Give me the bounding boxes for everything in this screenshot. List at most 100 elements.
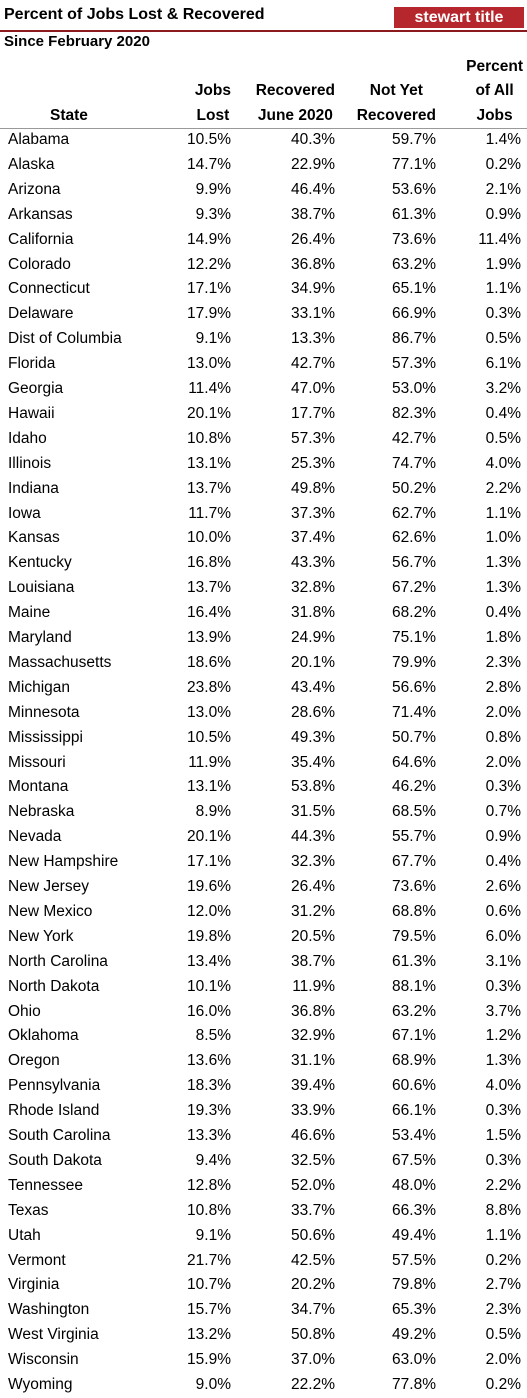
cell-value: 77.1% xyxy=(392,155,436,173)
cell-value: 79.8% xyxy=(392,1276,436,1294)
cell-value: 49.2% xyxy=(392,1326,436,1344)
state-name: Colorado xyxy=(8,255,71,273)
cell-value: 0.6% xyxy=(485,902,521,920)
cell-value: 1.1% xyxy=(485,504,521,522)
cell-value: 11.4% xyxy=(188,380,231,397)
cell-value: 40.3% xyxy=(291,131,335,148)
cell-value: 32.5% xyxy=(291,1151,335,1169)
state-name: North Dakota xyxy=(8,977,100,995)
cell-value: 0.5% xyxy=(485,1326,521,1344)
cell-value: 4.0% xyxy=(485,454,521,472)
cell-value: 31.5% xyxy=(291,803,335,821)
cell-value: 0.7% xyxy=(485,803,521,821)
cell-value: 20.2% xyxy=(291,1276,335,1294)
cell-value: 0.5% xyxy=(485,429,521,447)
cell-value: 11.9% xyxy=(292,977,335,995)
cell-value: 49.4% xyxy=(392,1226,436,1244)
cell-value: 50.6% xyxy=(291,1226,335,1244)
column-header: Recovered June 2020 xyxy=(255,82,335,124)
cell-value: 22.2% xyxy=(291,1376,335,1393)
cell-value: 9.4% xyxy=(195,1151,231,1169)
state-name: Mississippi xyxy=(8,728,83,746)
cell-value: 14.7% xyxy=(187,155,231,173)
cell-value: 44.3% xyxy=(291,828,335,846)
cell-value: 13.6% xyxy=(187,1052,231,1070)
state-name: Delaware xyxy=(8,305,74,323)
cell-value: 23.8% xyxy=(187,678,231,696)
column-header: Jobs Lost xyxy=(194,82,231,124)
cell-value: 20.5% xyxy=(291,927,335,945)
cell-value: 19.6% xyxy=(187,878,231,895)
cell-value: 1.1% xyxy=(485,280,521,298)
cell-value: 1.3% xyxy=(485,579,521,597)
state-name: Maryland xyxy=(8,629,72,646)
state-name: West Virginia xyxy=(8,1326,99,1344)
cell-value: 53.0% xyxy=(392,380,436,397)
cell-value: 28.6% xyxy=(291,703,335,721)
cell-value: 1.4% xyxy=(485,131,521,148)
state-name: Texas xyxy=(8,1201,49,1219)
cell-value: 71.4% xyxy=(392,703,436,721)
cell-value: 16.4% xyxy=(187,604,231,622)
cell-value: 17.7% xyxy=(291,404,335,422)
cell-value: 48.0% xyxy=(392,1176,436,1194)
cell-value: 3.2% xyxy=(485,380,521,397)
cell-value: 57.5% xyxy=(392,1251,436,1269)
cell-value: 0.2% xyxy=(485,155,521,173)
state-name: Oregon xyxy=(8,1052,60,1070)
cell-value: 6.0% xyxy=(485,927,521,945)
cell-value: 65.1% xyxy=(392,280,436,298)
state-name: Alaska xyxy=(8,155,55,173)
cell-value: 13.7% xyxy=(187,579,231,597)
state-name: Massachusetts xyxy=(8,653,112,671)
cell-value: 32.9% xyxy=(291,1027,335,1045)
cell-value: 0.9% xyxy=(485,828,521,846)
state-name: Vermont xyxy=(8,1251,66,1269)
cell-value: 8.8% xyxy=(485,1201,521,1219)
state-name: Montana xyxy=(8,778,69,796)
cell-value: 12.2% xyxy=(187,255,231,273)
cell-value: 10.7% xyxy=(187,1276,231,1294)
cell-value: 32.3% xyxy=(291,853,335,871)
cell-value: 57.3% xyxy=(291,429,335,447)
cell-value: 66.3% xyxy=(392,1201,436,1219)
cell-value: 52.0% xyxy=(291,1176,335,1194)
cell-value: 55.7% xyxy=(392,828,436,846)
state-name: Michigan xyxy=(8,678,71,696)
cell-value: 31.1% xyxy=(291,1052,335,1070)
cell-value: 20.1% xyxy=(187,828,231,846)
cell-value: 56.6% xyxy=(392,678,436,696)
cell-value: 31.2% xyxy=(291,902,335,920)
cell-value: 2.0% xyxy=(485,1351,521,1369)
cell-value: 3.7% xyxy=(485,1002,521,1020)
cell-value: 2.7% xyxy=(485,1276,521,1294)
column-header: State xyxy=(50,106,88,124)
logo: stewart title xyxy=(394,7,524,28)
cell-value: 33.1% xyxy=(291,305,335,323)
cell-value: 26.4% xyxy=(291,230,335,248)
state-name: Georgia xyxy=(8,380,64,397)
header-rule xyxy=(0,128,527,129)
cell-value: 63.0% xyxy=(392,1351,436,1369)
state-name: Alabama xyxy=(8,131,70,148)
cell-value: 42.7% xyxy=(291,355,335,373)
cell-value: 12.8% xyxy=(187,1176,231,1194)
state-name: Oklahoma xyxy=(8,1027,79,1045)
state-name: Pennsylvania xyxy=(8,1077,101,1095)
cell-value: 9.9% xyxy=(195,180,231,198)
cell-value: 14.9% xyxy=(187,230,231,248)
cell-value: 62.6% xyxy=(392,529,436,547)
cell-value: 68.9% xyxy=(392,1052,436,1070)
state-name: Washington xyxy=(8,1301,90,1319)
cell-value: 33.9% xyxy=(291,1102,335,1120)
state-name: Idaho xyxy=(8,429,47,447)
state-name: Florida xyxy=(8,355,56,373)
state-name: Nevada xyxy=(8,828,62,846)
cell-value: 0.4% xyxy=(485,404,521,422)
cell-value: 1.3% xyxy=(485,554,521,572)
cell-value: 21.7% xyxy=(187,1251,231,1269)
cell-value: 2.0% xyxy=(485,753,521,771)
cell-value: 66.9% xyxy=(392,305,436,323)
cell-value: 11.7% xyxy=(188,504,231,522)
